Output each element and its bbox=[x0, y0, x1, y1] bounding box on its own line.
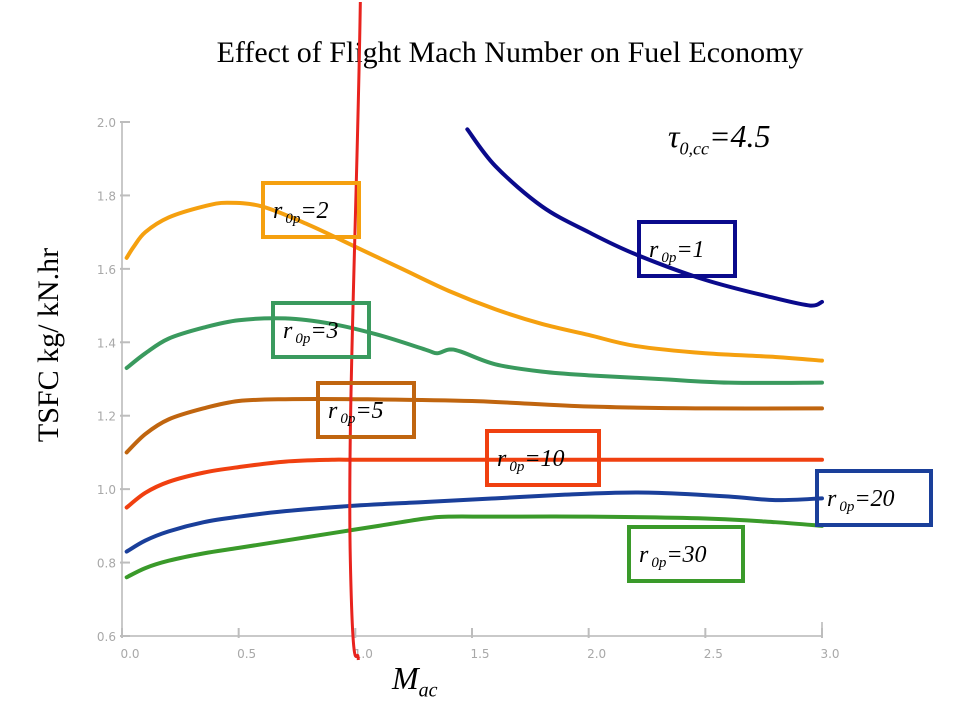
x-tick-label: 2.5 bbox=[704, 647, 723, 661]
mach-one-reference-line bbox=[348, 1, 362, 661]
legend-label-r0p-1: r 0p=1 bbox=[649, 237, 705, 266]
legend-label-value: =10 bbox=[524, 446, 564, 472]
legend-label-sub: 0p bbox=[661, 250, 677, 266]
series-line-r0p-3 bbox=[124, 316, 824, 385]
legend-label-sub: 0p bbox=[295, 331, 311, 347]
y-tick-label: 1.2 bbox=[97, 410, 116, 424]
series-line-r0p-2 bbox=[124, 200, 824, 363]
x-axis-label: Mac bbox=[392, 660, 438, 702]
legend-label-r0p-2: r 0p=2 bbox=[273, 198, 329, 227]
legend-label-value: =1 bbox=[676, 237, 704, 263]
legend-label-main: r bbox=[283, 318, 293, 344]
tau-annotation: τ0,cc=4.5 bbox=[668, 118, 771, 159]
y-tick-label: 1.4 bbox=[97, 336, 116, 350]
legend-label-r0p-20: r 0p=20 bbox=[827, 486, 895, 515]
y-tick-label: 1.6 bbox=[97, 263, 116, 277]
tau-value: =4.5 bbox=[708, 118, 771, 154]
x-tick-label: 3.0 bbox=[820, 647, 839, 661]
legend-label-sub: 0p bbox=[651, 555, 667, 571]
legend-label-main: r bbox=[497, 446, 507, 472]
legend-label-sub: 0p bbox=[509, 459, 525, 475]
legend-label-value: =2 bbox=[300, 198, 328, 224]
legend-box-r0p-1 bbox=[637, 220, 737, 278]
legend-label-main: r bbox=[639, 542, 649, 568]
legend-label-sub: 0p bbox=[340, 411, 356, 427]
series-line-r0p-1 bbox=[465, 127, 824, 308]
y-tick-label: 2.0 bbox=[97, 116, 116, 130]
x-axis-label-sub: ac bbox=[418, 679, 438, 702]
legend-box-r0p-2 bbox=[261, 181, 361, 239]
legend-box-r0p-10 bbox=[485, 429, 601, 487]
x-tick-label: 1.5 bbox=[470, 647, 489, 661]
x-tick-label: 2.0 bbox=[587, 647, 606, 661]
legend-label-value: =20 bbox=[854, 486, 894, 512]
tau-subscript: 0,cc bbox=[679, 138, 709, 159]
series-line-r0p-5 bbox=[124, 396, 824, 455]
legend-box-r0p-3 bbox=[271, 301, 371, 359]
legend-box-r0p-30 bbox=[627, 525, 745, 583]
x-tick-label: 0.0 bbox=[120, 647, 139, 661]
series-line-r0p-30 bbox=[124, 514, 824, 580]
tau-symbol: τ bbox=[668, 118, 680, 154]
y-tick-label: 1.0 bbox=[97, 483, 116, 497]
legend-label-r0p-30: r 0p=30 bbox=[639, 542, 707, 571]
x-axis-label-main: M bbox=[392, 660, 419, 696]
y-tick-label: 1.8 bbox=[97, 189, 116, 203]
legend-label-r0p-3: r 0p=3 bbox=[283, 318, 339, 347]
chart-title: Effect of Flight Mach Number on Fuel Eco… bbox=[216, 36, 804, 69]
series-line-r0p-20 bbox=[124, 490, 824, 554]
legend-label-r0p-10: r 0p=10 bbox=[497, 446, 565, 475]
legend-label-main: r bbox=[273, 198, 283, 224]
legend-label-main: r bbox=[827, 486, 837, 512]
series-line-r0p-10 bbox=[124, 457, 824, 510]
x-tick-label: 1.0 bbox=[354, 647, 373, 661]
legend-label-sub: 0p bbox=[285, 211, 301, 227]
legend-label-value: =30 bbox=[666, 542, 706, 568]
x-tick-label: 0.5 bbox=[237, 647, 256, 661]
legend-label-sub: 0p bbox=[839, 499, 855, 515]
legend-label-value: =5 bbox=[355, 398, 383, 424]
legend-label-value: =3 bbox=[310, 318, 338, 344]
y-tick-label: 0.6 bbox=[97, 630, 116, 644]
legend-box-r0p-5 bbox=[316, 381, 416, 439]
y-tick-label: 0.8 bbox=[97, 557, 116, 571]
legend-box-r0p-20 bbox=[815, 469, 933, 527]
legend-label-main: r bbox=[649, 237, 659, 263]
legend-label-r0p-5: r 0p=5 bbox=[328, 398, 384, 427]
legend-label-main: r bbox=[328, 398, 338, 424]
